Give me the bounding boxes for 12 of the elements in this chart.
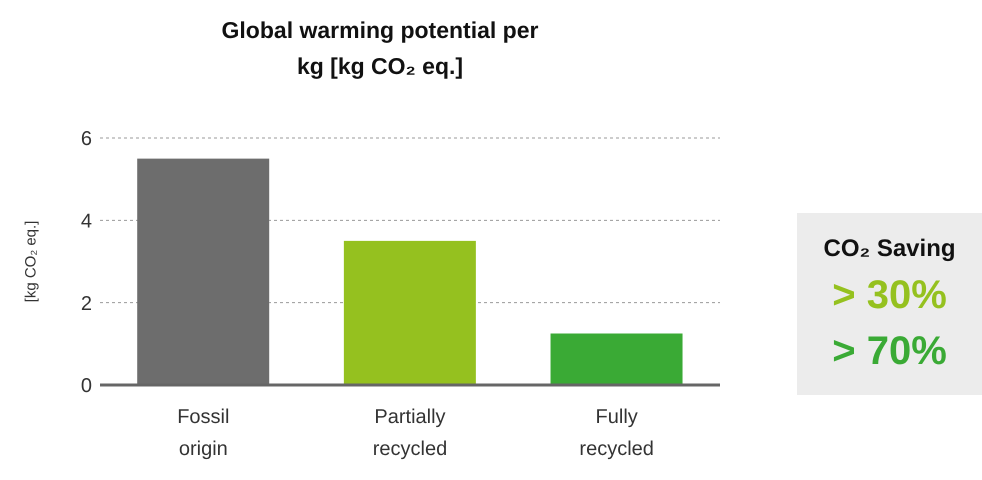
y-tick-label: 6: [80, 128, 92, 150]
bar: [550, 334, 683, 385]
y-tick-label: 4: [80, 210, 92, 232]
y-axis-title: [kg CO₂ eq.]: [22, 220, 40, 302]
x-tick-label: Fully recycled: [579, 406, 654, 460]
x-tick-label: Fossil origin: [177, 406, 230, 460]
chart-title: Global warming potential per kg [kg CO₂ eq.]: [220, 16, 540, 81]
y-tick-label: 2: [80, 292, 92, 315]
x-tick-label: Partially recycled: [372, 406, 448, 460]
y-tick-label: 0: [80, 375, 92, 398]
bar: [344, 240, 476, 385]
info-card: CO₂ Saving > 30% > 70%: [797, 213, 982, 395]
